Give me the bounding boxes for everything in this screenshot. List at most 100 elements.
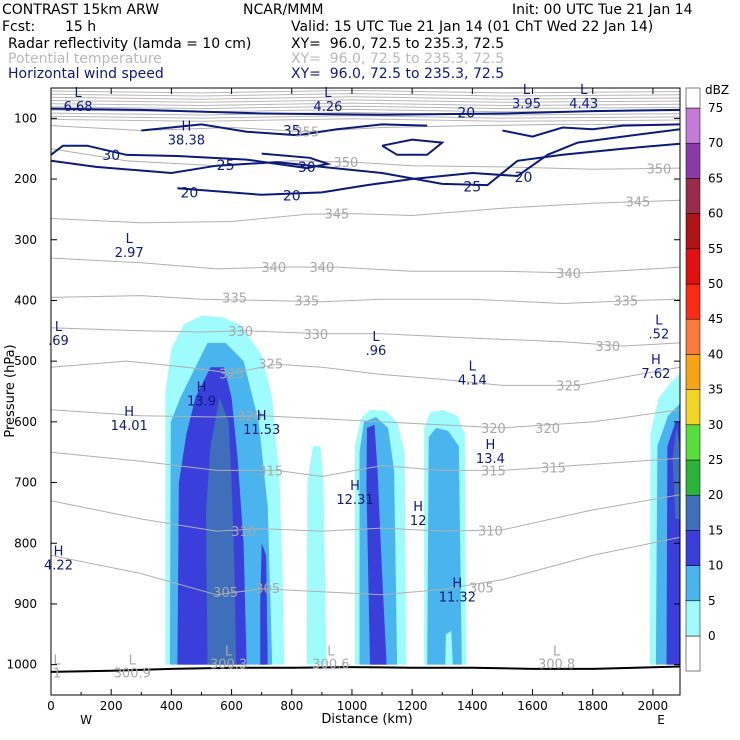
colorbar-level-label: 75 <box>708 101 723 115</box>
plot-header: CONTRAST 15km ARW NCAR/MMM Init: 00 UTC … <box>0 0 740 82</box>
wind-contour-label: 20 <box>457 105 475 121</box>
colorbar-level-label: 55 <box>708 242 723 256</box>
wind-contour-label: 20 <box>283 188 301 204</box>
wind-extremum-value: 6.68 <box>64 100 93 115</box>
wind-extremum-value: 13.9 <box>187 395 216 410</box>
theta-contour-label: 350 <box>646 163 671 178</box>
wind-extremum-type: H <box>257 409 267 424</box>
wind-extremum-value: 4.43 <box>569 97 598 112</box>
wind-extremum-value: 3.95 <box>512 97 541 112</box>
theta-extremum-type: L <box>327 645 335 660</box>
reflectivity-cell-2-level-2 <box>366 424 387 665</box>
theta-contour-label: 330 <box>595 340 620 355</box>
wind-extremum-value: .52 <box>649 328 670 343</box>
reflectivity-cell-0-level-4 <box>260 543 268 665</box>
theta-contour-label: 320 <box>237 410 262 425</box>
field-reflectivity-xy: XY= 96.0, 72.5 to 235.3, 72.5 <box>291 36 505 52</box>
x-end-east: E <box>657 713 665 727</box>
colorbar-level-label: 15 <box>708 523 723 537</box>
theta-contour-label: 325 <box>219 367 244 382</box>
colorbar-level-label: 70 <box>708 136 723 150</box>
colorbar-swatch <box>685 283 701 320</box>
theta-contour-label: 315 <box>541 461 566 476</box>
theta-extremum-value: 300.3 <box>210 658 247 673</box>
colorbar-swatch <box>685 318 701 355</box>
theta-contour-label: 330 <box>228 325 253 340</box>
theta-contour-label: 345 <box>324 208 349 223</box>
colorbar-level-label: 60 <box>708 207 723 221</box>
wind-extremum-type: H <box>54 544 64 559</box>
valid-time: Valid: 15 UTC Tue 21 Jan 14 (01 ChT Wed … <box>291 19 654 35</box>
reflectivity-cell-4-level-3 <box>672 427 680 519</box>
theta-contour-label: 315 <box>481 464 506 479</box>
field-theta-xy: XY= 96.0, 72.5 to 235.3, 72.5 <box>291 51 505 67</box>
wind-line-35-4 <box>141 123 428 137</box>
theta-line-325 <box>51 360 680 386</box>
y-axis-label: Pressure (hPa) <box>3 344 18 437</box>
field-theta-name: Potential temperature <box>8 51 162 67</box>
wind-contour-label: 30 <box>102 148 120 164</box>
wind-extremum-value: 4.14 <box>458 373 487 388</box>
wind-extremum-value: 13.4 <box>476 452 505 467</box>
field-reflectivity-name: Radar reflectivity (lamda = 10 cm) <box>8 36 252 52</box>
y-tick-label: 900 <box>14 597 37 611</box>
colorbar-swatch <box>685 142 701 179</box>
wind-extremum-type: H <box>182 120 192 135</box>
colorbar-swatch <box>685 459 701 496</box>
source-label: NCAR/MMM <box>243 2 324 18</box>
field-wind-name: Horizontal wind speed <box>8 66 164 82</box>
surface-line <box>51 665 680 673</box>
colorbar-level-label: 65 <box>708 171 723 185</box>
theta-contour-label: 355 <box>294 126 319 141</box>
wind-extremum-type: H <box>413 500 423 515</box>
theta-contour-label: 340 <box>309 261 334 276</box>
theta-contour-label: 320 <box>481 422 506 437</box>
wind-contour-label: 30 <box>298 160 316 176</box>
x-axis-label: Distance (km) <box>321 712 412 727</box>
colorbar-level-label: 45 <box>708 312 723 326</box>
wind-extremum-type: L <box>126 232 134 247</box>
colorbar-swatch <box>685 107 701 144</box>
y-tick-label: 500 <box>14 354 37 368</box>
wind-line-30-5 <box>381 138 445 156</box>
wind-extremum-value: 11.32 <box>439 591 476 606</box>
theta-contour-label: 335 <box>613 294 638 309</box>
model-title: CONTRAST 15km ARW <box>2 2 160 18</box>
colorbar-unit: dBZ <box>705 83 729 97</box>
colorbar-swatch <box>685 494 701 531</box>
theta-extremum-value: 300.8 <box>538 658 575 673</box>
wind-extremum-value: .69 <box>48 334 69 349</box>
forecast-hour: 15 h <box>65 19 97 35</box>
theta-contours <box>51 89 680 673</box>
theta-line-345 <box>51 199 680 224</box>
wind-extremum-type: L <box>324 86 332 101</box>
theta-line-310 <box>51 494 680 532</box>
theta-contour-label: 315 <box>258 464 283 479</box>
theta-stratosphere-line <box>51 99 680 103</box>
x-tick-label: 0 <box>47 699 55 713</box>
wind-contour-label: 25 <box>217 158 235 174</box>
wind-extremum-value: 7.62 <box>641 367 670 382</box>
x-tick-label: 2000 <box>638 699 669 713</box>
theta-contour-label: 345 <box>625 196 650 211</box>
wind-line-25-2 <box>51 142 680 187</box>
theta-contour-label: 305 <box>469 582 494 597</box>
wind-line-20-6 <box>502 123 680 138</box>
colorbar-level-label: 25 <box>708 453 723 467</box>
wind-extremum-type: H <box>350 479 360 494</box>
wind-extremum-type: L <box>523 83 531 98</box>
theta-contour-label: 310 <box>231 525 256 540</box>
colorbar-swatch <box>685 178 701 214</box>
theta-line-320 <box>51 409 680 429</box>
wind-extremum-type: H <box>651 353 661 368</box>
theta-contour-label: 325 <box>556 379 581 394</box>
theta-contour-label: 305 <box>255 582 280 597</box>
y-tick-label: 200 <box>14 172 37 186</box>
wind-extremum-value: 12.31 <box>336 493 373 508</box>
theta-contour-label: 310 <box>478 525 503 540</box>
theta-extremum-value: 1 <box>53 667 61 682</box>
theta-contour-label: 305 <box>213 586 238 601</box>
colorbar-swatch <box>685 565 701 602</box>
colorbar-swatch <box>685 600 701 637</box>
theta-line-330 <box>51 327 680 347</box>
